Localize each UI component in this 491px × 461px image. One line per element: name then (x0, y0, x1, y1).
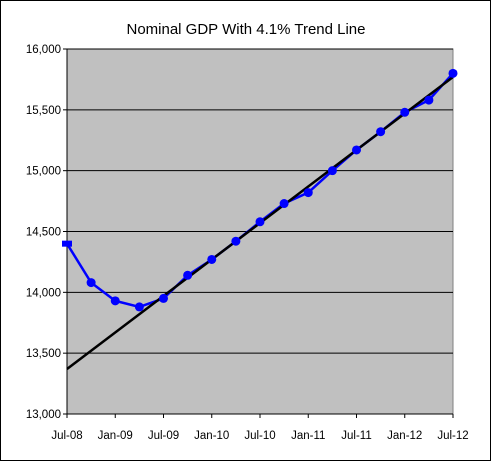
data-point (183, 270, 193, 280)
data-point (327, 166, 337, 176)
x-tick-label: Jul-08 (51, 430, 82, 442)
y-tick-label: 14,500 (26, 227, 61, 239)
y-tick-label: 13,500 (26, 348, 61, 360)
x-tick-label: Jan-11 (291, 430, 325, 442)
chart-title: Nominal GDP With 4.1% Trend Line (127, 21, 366, 38)
x-axis-tick-labels: Jul-08 Jan-09 Jul-09 Jan-10 Jul-10 Jan-11 Jul-… (51, 430, 468, 442)
data-point (62, 240, 72, 247)
axes (66, 49, 454, 418)
x-tick-label: Jul-12 (437, 430, 468, 442)
y-axis-tick-labels: 13,000 13,500 14,000 14,500 15,000 15,500 16,0… (26, 44, 61, 421)
x-tick-label: Jan-12 (387, 430, 422, 442)
x-tick-label: Jul-09 (148, 430, 179, 442)
data-point (424, 95, 434, 105)
data-point (231, 236, 241, 246)
y-tick-label: 13,000 (26, 409, 61, 421)
y-tick-label: 15,500 (26, 105, 61, 117)
x-tick-label: Jul-11 (341, 430, 371, 442)
y-tick-label: 16,000 (26, 44, 61, 56)
series-layer (62, 68, 458, 370)
x-tick-label: Jan-09 (98, 430, 133, 442)
data-point (400, 107, 410, 117)
data-point (376, 127, 386, 137)
y-tick-label: 15,000 (26, 166, 61, 178)
data-point (207, 254, 217, 264)
data-point (134, 302, 144, 312)
data-point (159, 293, 168, 303)
data-point (448, 68, 458, 78)
data-point (86, 278, 96, 288)
x-tick-label: Jul-10 (244, 430, 275, 442)
x-tick-label: Jan-10 (194, 430, 229, 442)
data-point (255, 217, 265, 227)
y-tick-label: 14,000 (26, 287, 61, 299)
data-point (110, 296, 120, 306)
data-point (279, 199, 289, 209)
data-point (352, 145, 361, 155)
data-point (303, 188, 313, 198)
